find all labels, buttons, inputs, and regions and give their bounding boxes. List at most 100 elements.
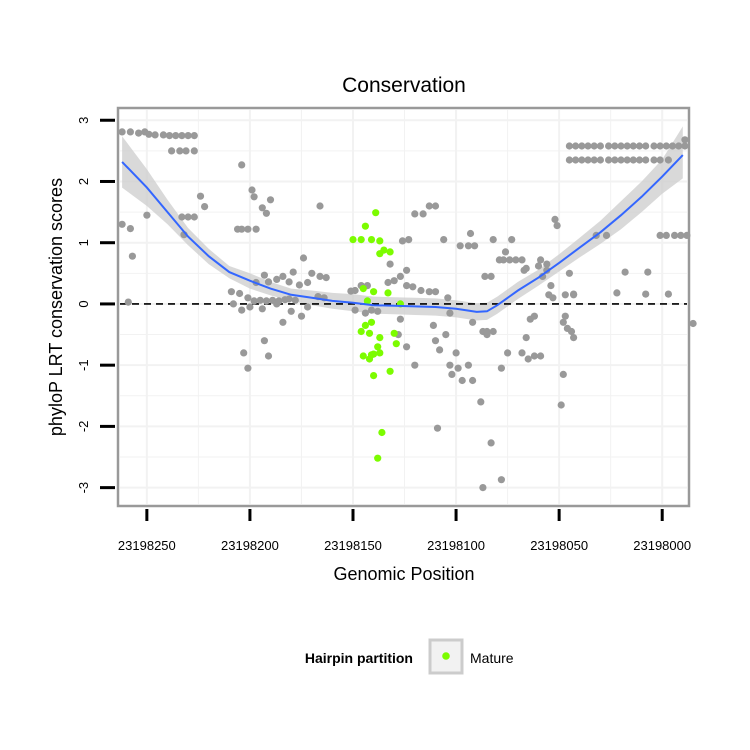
point-other [316,202,324,210]
point-other [487,272,495,280]
point-other [409,283,417,291]
point-other [605,156,613,164]
point-other [238,306,246,314]
point-other [184,132,192,140]
point-other [304,278,312,287]
point-other [534,262,543,270]
point-other [367,306,376,314]
point-other [246,303,254,311]
point-other [621,268,629,276]
point-mature [359,285,367,293]
legend-title: Hairpin partition [305,650,413,666]
point-other [671,231,679,239]
point-other [547,282,555,290]
x-tick-label: 23198100 [427,538,485,553]
point-other [304,303,312,311]
point-other [557,401,565,409]
point-other [264,352,273,360]
point-other [240,349,248,357]
point-other [291,296,299,304]
y-tick-label: 3 [76,117,91,124]
point-other [530,352,539,360]
point-other [689,319,697,328]
point-other [518,349,526,357]
point-other [431,202,440,210]
point-mature [392,340,400,348]
point-other [252,225,260,233]
point-other [681,136,689,144]
point-other [361,309,369,317]
point-mature [367,236,376,244]
point-other [165,132,174,140]
point-other [128,252,136,260]
point-other [471,242,479,250]
point-other [642,142,650,150]
point-other [159,131,167,139]
point-other [279,318,287,326]
point-other [184,213,192,221]
point-mature [376,334,384,342]
point-other [440,236,448,244]
point-other [264,278,273,286]
point-mature [370,372,378,380]
confidence-ribbon-group [122,126,683,321]
point-other [145,130,153,138]
point-other [446,361,454,369]
point-other [518,256,526,264]
point-other [578,156,586,164]
y-tick-label: 2 [76,178,91,185]
y-tick-label: -3 [76,482,91,494]
point-other [617,142,625,150]
smooth-line-group [121,154,684,313]
point-other [168,147,176,155]
point-other [469,376,477,385]
point-other [481,272,489,280]
point-other [623,142,631,150]
point-other [617,156,625,164]
point-mature [374,343,382,351]
point-other [642,156,650,164]
point-mature [372,209,380,217]
point-other [664,290,673,298]
point-other [244,294,252,302]
point-other [316,272,324,280]
point-other [425,202,433,210]
point-other [178,132,186,140]
point-other [635,142,644,150]
point-other [390,277,398,285]
point-other [551,215,559,223]
point-other [182,147,190,155]
point-other [456,242,464,250]
point-other [403,282,411,290]
point-other [396,272,404,280]
point-other [285,295,293,303]
point-other [196,192,205,200]
point-other [561,291,569,299]
y-axis-ticks: -3 -2 -1 0 1 2 3 [76,117,115,494]
point-other [351,306,359,314]
point-other [143,211,151,219]
point-other [190,132,198,140]
point-mature [361,321,369,329]
x-tick-label: 23198250 [118,538,176,553]
point-other [602,231,611,239]
point-other [590,156,598,164]
point-other [403,343,411,351]
point-other [285,278,293,286]
point-other [289,268,297,276]
y-tick-label: -1 [76,359,91,371]
point-mature [376,237,384,245]
point-other [466,229,475,238]
point-other [151,131,159,139]
point-other [656,142,664,150]
x-tick-label: 23198000 [633,538,691,553]
point-other [308,269,316,277]
point-other [549,294,557,302]
legend-key-mature-point [442,652,450,660]
confidence-ribbon [122,126,683,321]
point-other [662,142,670,150]
point-other [650,156,658,164]
point-other [190,213,198,221]
point-other [262,209,270,217]
